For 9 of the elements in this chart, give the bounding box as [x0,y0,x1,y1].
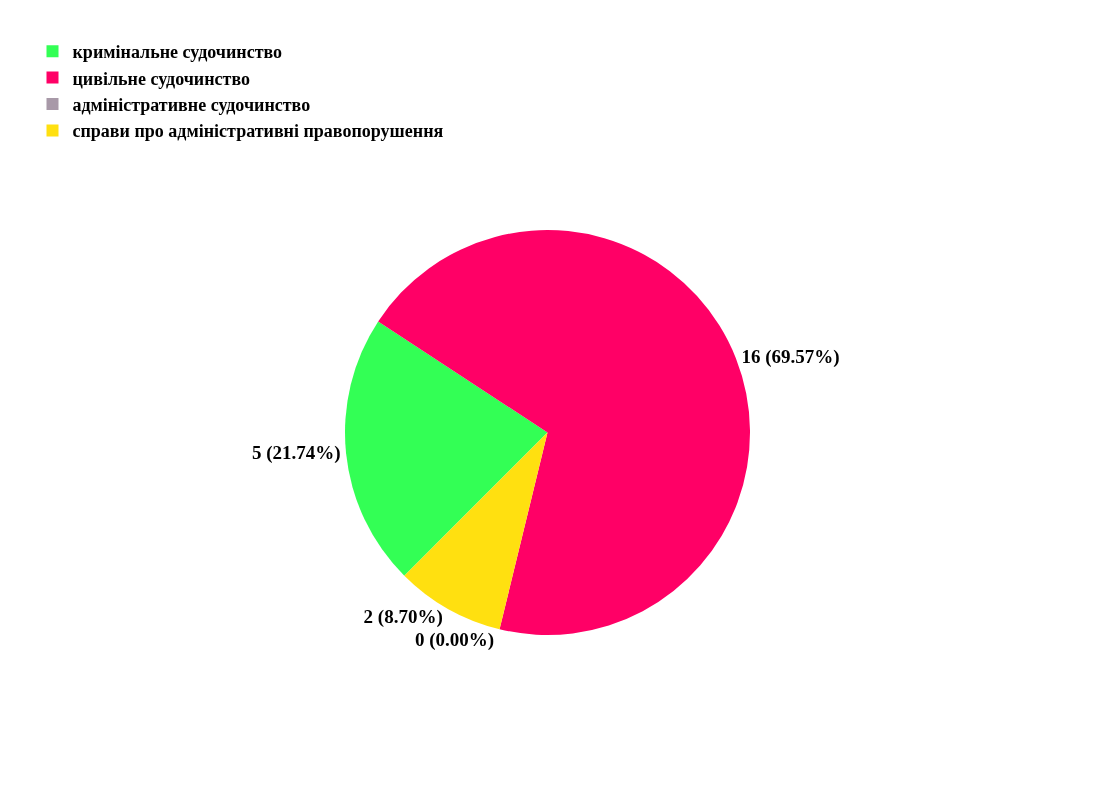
data-label: 2 (8.70%) [363,606,443,629]
legend-label: адміністративне судочинство [72,95,311,116]
text: 0 (0.00%) [414,628,495,650]
data-label: 16 (69.57%) [741,345,840,368]
legend-label: кримінальне судочинство [72,42,283,63]
legend-label: справи про адміністративні правопорушення [72,121,444,142]
data-label: 5 (21.74%) [251,442,341,465]
legend-label: цивільне судочинство [72,68,251,89]
pie-slice [345,321,548,576]
